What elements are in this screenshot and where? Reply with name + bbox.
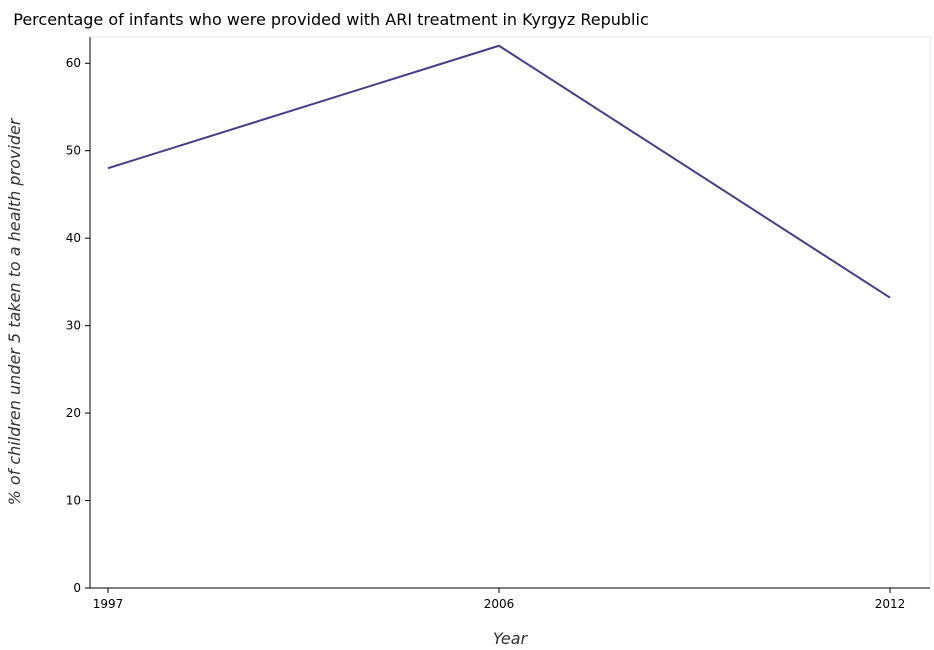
x-tick-label: 2006 (484, 597, 515, 611)
y-tick-label: 20 (66, 406, 81, 420)
y-tick-label: 50 (66, 144, 81, 158)
chart-title: Percentage of infants who were provided … (13, 10, 648, 29)
series-layer (107, 44, 891, 299)
y-tick-label: 40 (66, 231, 81, 245)
y-tick-label: 10 (66, 494, 81, 508)
y-tick-label: 60 (66, 56, 81, 70)
x-tick-label: 1997 (93, 597, 124, 611)
x-axis-label: Year (493, 629, 529, 648)
y-tick-label: 30 (66, 319, 81, 333)
y-tick-label: 0 (73, 581, 81, 595)
x-axis-ticks: 1997 2006 2012 (93, 588, 906, 611)
y-axis-ticks: 0 10 20 30 40 50 60 (66, 56, 90, 595)
plot-frame (89, 36, 931, 589)
series-line (107, 44, 891, 299)
y-axis-label: % of children under 5 taken to a health … (5, 117, 24, 505)
x-tick-label: 2012 (875, 597, 906, 611)
